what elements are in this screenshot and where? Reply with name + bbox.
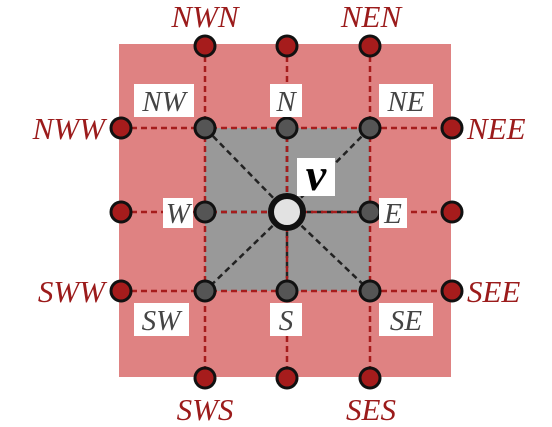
label-box-s xyxy=(270,303,302,336)
label-box-ne xyxy=(379,84,433,117)
node-e-outer xyxy=(440,200,464,224)
node-s xyxy=(275,279,299,303)
label-sw: SW xyxy=(142,305,184,337)
node-nwn xyxy=(193,34,217,58)
node-n-outer xyxy=(275,34,299,58)
label-e: E xyxy=(383,198,402,230)
outer-labels: NWN NEN NWW NEE SWW SEE SWS SES xyxy=(32,0,526,427)
inner-labels: NW N NE W E SW S SE xyxy=(141,86,425,337)
label-box-n xyxy=(270,84,302,117)
center-node-v xyxy=(268,193,306,231)
label-box-nw xyxy=(134,84,194,117)
label-nen: NEN xyxy=(340,0,404,34)
label-nwn: NWN xyxy=(170,0,241,34)
label-box-sw xyxy=(134,303,189,336)
label-nee: NEE xyxy=(466,111,526,146)
inner-nodes xyxy=(193,116,382,303)
label-nww: NWW xyxy=(32,111,109,146)
label-sws: SWS xyxy=(177,392,234,427)
edge-v-se xyxy=(286,211,371,292)
label-v: v xyxy=(306,149,327,200)
node-ne xyxy=(358,116,382,140)
node-see xyxy=(440,279,464,303)
edge-v-sw xyxy=(204,211,288,292)
node-nen xyxy=(358,34,382,58)
node-w xyxy=(193,200,217,224)
label-s: S xyxy=(279,305,294,337)
node-ses xyxy=(358,366,382,390)
label-w: W xyxy=(166,198,193,230)
label-ses: SES xyxy=(346,392,396,427)
label-se: SE xyxy=(390,305,423,337)
label-box-e xyxy=(379,198,407,228)
node-se xyxy=(358,279,382,303)
inner-label-boxes xyxy=(134,84,433,336)
node-nee xyxy=(440,116,464,140)
outer-nodes xyxy=(109,34,464,390)
node-nww xyxy=(109,116,133,140)
label-see: SEE xyxy=(467,274,520,309)
label-nw: NW xyxy=(141,86,188,118)
node-sws xyxy=(193,366,217,390)
label-sww: SWW xyxy=(38,274,108,309)
label-box-w xyxy=(163,198,193,228)
label-ne: NE xyxy=(386,86,424,118)
node-nw xyxy=(193,116,217,140)
node-sw xyxy=(193,279,217,303)
node-s-outer xyxy=(275,366,299,390)
label-box-se xyxy=(379,303,433,336)
label-n: N xyxy=(275,86,297,118)
node-sww xyxy=(109,279,133,303)
node-w-outer xyxy=(109,200,133,224)
label-box-v xyxy=(297,158,335,196)
node-n xyxy=(275,116,299,140)
node-e xyxy=(358,200,382,224)
